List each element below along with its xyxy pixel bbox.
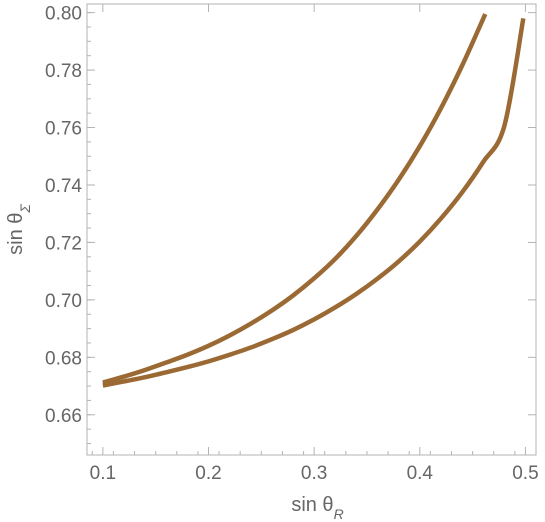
y-tick-label: 0.72 [45, 233, 82, 254]
y-tick-label: 0.66 [45, 406, 82, 427]
x-tick-label: 0.2 [195, 463, 221, 484]
y-tick-label: 0.76 [45, 119, 82, 140]
y-tick-label: 0.78 [45, 61, 82, 82]
y-tick-label: 0.74 [45, 176, 82, 197]
y-tick-label: 0.68 [45, 348, 82, 369]
plot-frame [86, 3, 537, 456]
y-tick-label: 0.80 [45, 4, 82, 25]
y-axis-label: sin θΣ [5, 204, 33, 255]
series-line-2 [102, 17, 526, 388]
x-axis-label: sin θR [291, 494, 343, 522]
x-tick-label: 0.3 [301, 463, 327, 484]
series-lines [102, 13, 526, 388]
y-tick-label: 0.70 [45, 291, 82, 312]
axis-ticks [87, 4, 536, 455]
series-line-1 [102, 13, 488, 385]
x-tick-label: 0.5 [512, 463, 538, 484]
x-tick-label: 0.1 [90, 463, 116, 484]
plot-frame-rect [86, 3, 537, 456]
tick-labels: 0.1 0.2 0.3 0.4 0.5 0.66 0.68 0.70 0.72 0.74 0.76 0… [45, 4, 539, 484]
x-tick-label: 0.4 [407, 463, 434, 484]
